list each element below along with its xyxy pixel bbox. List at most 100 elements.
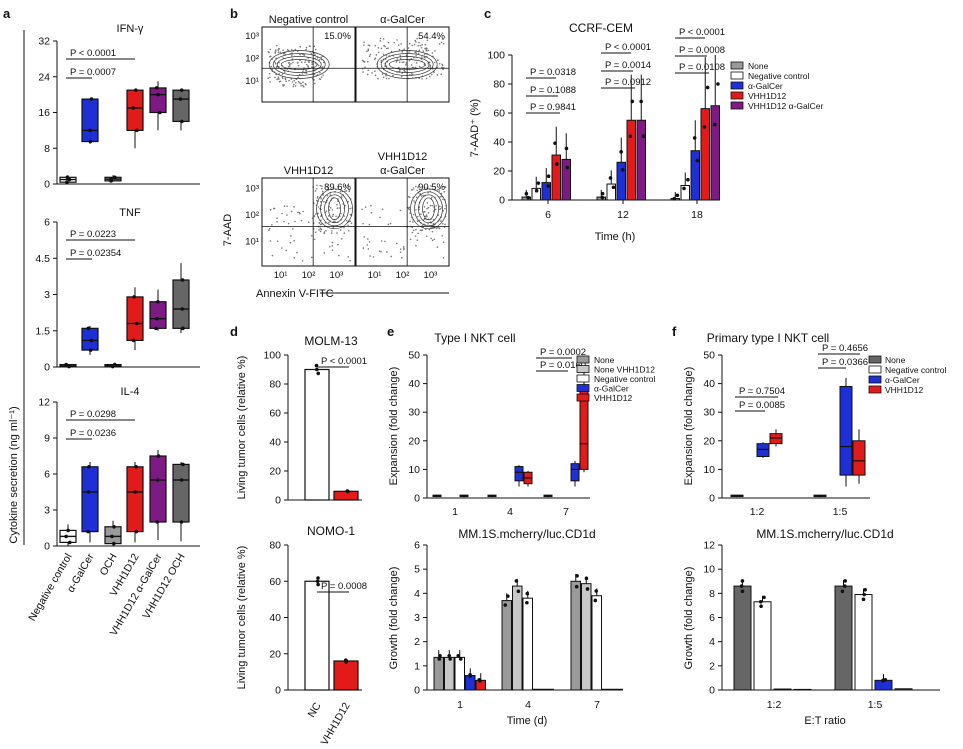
flow-event [432, 240, 434, 242]
panel-c-bar [562, 159, 571, 200]
flow-event [417, 233, 419, 235]
flow-event [428, 212, 430, 214]
flow-event [411, 45, 413, 47]
panel-a-point [181, 278, 185, 282]
flow-event [291, 211, 293, 213]
flow-event [304, 54, 306, 56]
panel-e-legend-swatch [577, 366, 589, 373]
panel-f2-ylabel: Growth (fold change) [683, 567, 695, 670]
flow-y-tick-label: 10³ [245, 31, 259, 42]
flow-event [366, 50, 368, 52]
panel-e-box [515, 467, 523, 481]
flow-event [278, 48, 280, 50]
panel-letter-d: d [230, 324, 238, 339]
flow-event [318, 206, 320, 208]
panel-e-y-tick-label: 50 [408, 350, 420, 362]
flow-event [430, 238, 432, 240]
panel-d-y-tick-label: 100 [263, 350, 281, 362]
panel-a-point [90, 339, 94, 343]
flow-event [432, 231, 434, 233]
flow-x-tick-label: 10² [396, 270, 410, 281]
flow-plot-title: VHH1D12 [284, 165, 334, 177]
flow-event [423, 50, 425, 52]
panel-f2-point [863, 588, 867, 592]
panel-a-pvalue: P = 0.02354 [70, 248, 121, 259]
flow-event [430, 205, 432, 207]
flow-event [315, 213, 317, 215]
flow-event [421, 78, 423, 80]
flow-event [288, 66, 290, 68]
flow-event [379, 40, 381, 42]
flow-event [320, 198, 322, 200]
flow-event [303, 86, 305, 88]
flow-gate-percent: 54.4% [418, 31, 445, 42]
flow-event [341, 238, 343, 240]
flow-event [338, 207, 340, 209]
panel-a-point [112, 525, 116, 529]
panel-e-y-tick-label: 40 [408, 378, 420, 390]
panel-e2-point [503, 603, 507, 607]
flow-event [421, 195, 423, 197]
flow-event [293, 84, 295, 86]
panel-f2-y-tick-label: 6 [709, 612, 715, 624]
panel-e-ylabel: Expansion (fold change) [388, 367, 400, 486]
panel-e2-point [594, 589, 598, 593]
panel-c-category-label: 18 [691, 209, 703, 221]
flow-event [427, 50, 429, 52]
panel-f: Primary type I NKT cellExpansion (fold c… [683, 331, 947, 727]
flow-event [382, 209, 384, 211]
flow-event [426, 208, 428, 210]
panel-e2-y-tick-label: 0 [414, 685, 420, 697]
panel-e2-category-label: 4 [525, 699, 531, 711]
panel-e2-point [515, 579, 519, 583]
panel-e2-bar [513, 586, 523, 690]
panel-letter-a: a [3, 6, 11, 21]
panel-d-title: MOLM-13 [304, 334, 358, 348]
flow-event [349, 208, 351, 210]
panel-a-point [132, 295, 136, 299]
flow-event [301, 220, 303, 222]
flow-event [295, 85, 297, 87]
flow-event [351, 222, 353, 224]
panel-a-point [87, 490, 91, 494]
panel-d-y-tick-label: 20 [269, 648, 281, 660]
flow-event [369, 255, 371, 257]
flow-event [439, 63, 441, 65]
flow-event [280, 51, 282, 53]
flow-event [332, 249, 334, 251]
flow-event [295, 49, 297, 51]
panel-c-point [703, 125, 707, 129]
panel-a-y-tick-label: 9 [44, 433, 50, 445]
panel-c-point [686, 178, 690, 182]
flow-event [420, 213, 422, 215]
panel-a-box [127, 90, 143, 130]
panel-c-bar [627, 120, 636, 200]
panel-a-point [132, 339, 136, 343]
panel-a-pvalue: P = 0.0236 [70, 428, 116, 439]
panel-e-legend-label: Negative control [594, 374, 656, 384]
flow-event [349, 220, 351, 222]
flow-event [314, 83, 316, 85]
flow-event [329, 246, 331, 248]
flow-event [409, 43, 411, 45]
panel-c-point [631, 100, 635, 104]
flow-event [365, 206, 367, 208]
panel-a-box [173, 90, 189, 121]
panel-f2-point [862, 598, 866, 602]
panel-a-point [154, 327, 158, 331]
flow-event [421, 56, 423, 58]
panel-d-y-tick-label: 40 [269, 437, 281, 449]
flow-event [362, 60, 364, 62]
flow-event [343, 232, 345, 234]
panel-f2-bar [734, 586, 751, 690]
flow-event [330, 207, 332, 209]
panel-e2-y-tick-label: 6 [414, 540, 420, 552]
flow-event [332, 216, 334, 218]
panel-d-bar [305, 581, 329, 690]
flow-event [416, 62, 418, 64]
flow-event [388, 78, 390, 80]
panel-d-point [346, 490, 350, 494]
panel-a-pvalue: P = 0.0298 [70, 409, 116, 420]
flow-event [282, 84, 284, 86]
panel-c-pvalue: P = 0.0912 [605, 77, 651, 88]
